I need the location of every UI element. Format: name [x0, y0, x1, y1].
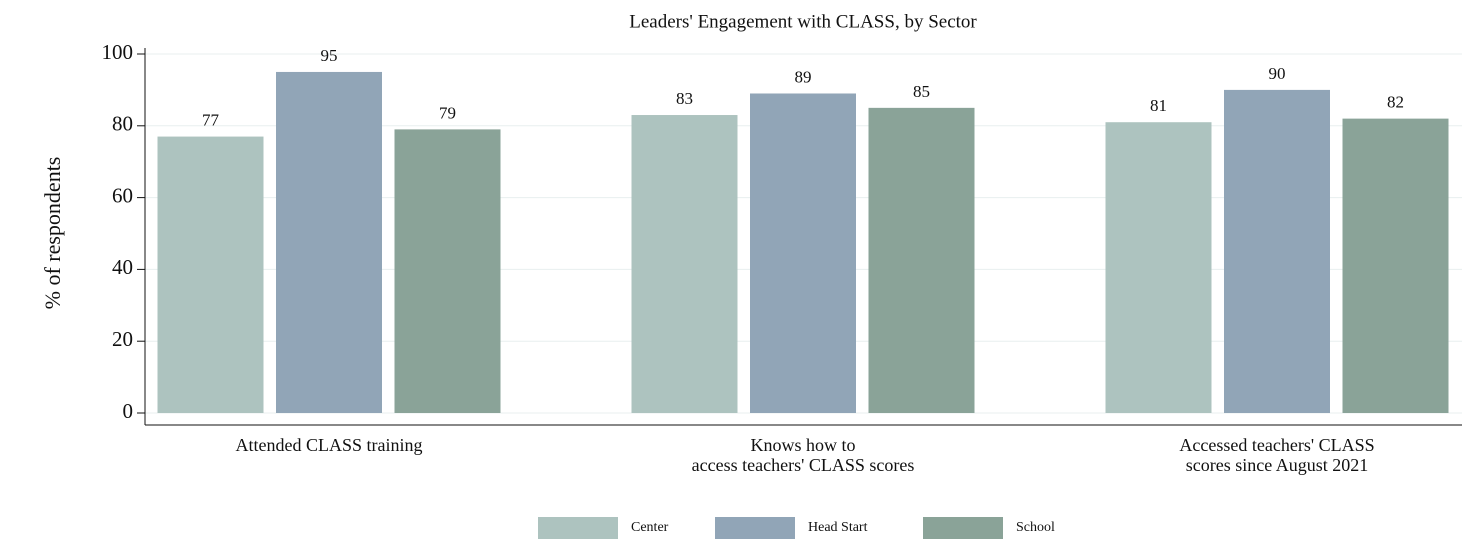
y-tick-label: 40: [112, 255, 133, 279]
bar: [1224, 89, 1330, 414]
legend-swatch: [923, 517, 1003, 539]
data-label: 95: [321, 46, 338, 65]
data-label: 85: [913, 82, 930, 101]
x-tick-label: Accessed teachers' CLASS: [1179, 435, 1374, 455]
legend-label: School: [1016, 520, 1055, 535]
legend-label: Center: [631, 520, 669, 535]
x-tick-label: Attended CLASS training: [236, 435, 423, 455]
y-tick-label: 100: [102, 40, 134, 64]
x-tick-label: Knows how to: [750, 435, 855, 455]
data-label: 83: [676, 89, 693, 108]
y-tick-label: 80: [112, 112, 133, 136]
bar: [157, 136, 264, 413]
legend-label: Head Start: [808, 520, 868, 535]
y-axis-label: % of respondents: [40, 157, 65, 310]
chart-title: Leaders' Engagement with CLASS, by Secto…: [629, 11, 977, 32]
bar: [1105, 122, 1212, 414]
legend-swatch: [538, 517, 618, 539]
data-label: 77: [202, 110, 220, 129]
bar: [750, 93, 856, 414]
legend-swatch: [715, 517, 795, 539]
data-label: 82: [1387, 93, 1404, 112]
y-tick-label: 60: [112, 183, 133, 207]
bar: [276, 71, 382, 413]
bar: [1342, 118, 1449, 414]
data-label: 81: [1150, 96, 1167, 115]
y-tick-label: 20: [112, 327, 133, 351]
data-label: 90: [1269, 64, 1286, 83]
data-label: 79: [439, 103, 456, 122]
x-tick-label: scores since August 2021: [1186, 455, 1368, 475]
bar: [631, 115, 738, 413]
y-tick-label: 0: [123, 399, 134, 423]
bar: [868, 107, 975, 413]
x-tick-label: access teachers' CLASS scores: [692, 455, 915, 475]
bar: [394, 129, 501, 413]
data-label: 89: [795, 67, 812, 86]
